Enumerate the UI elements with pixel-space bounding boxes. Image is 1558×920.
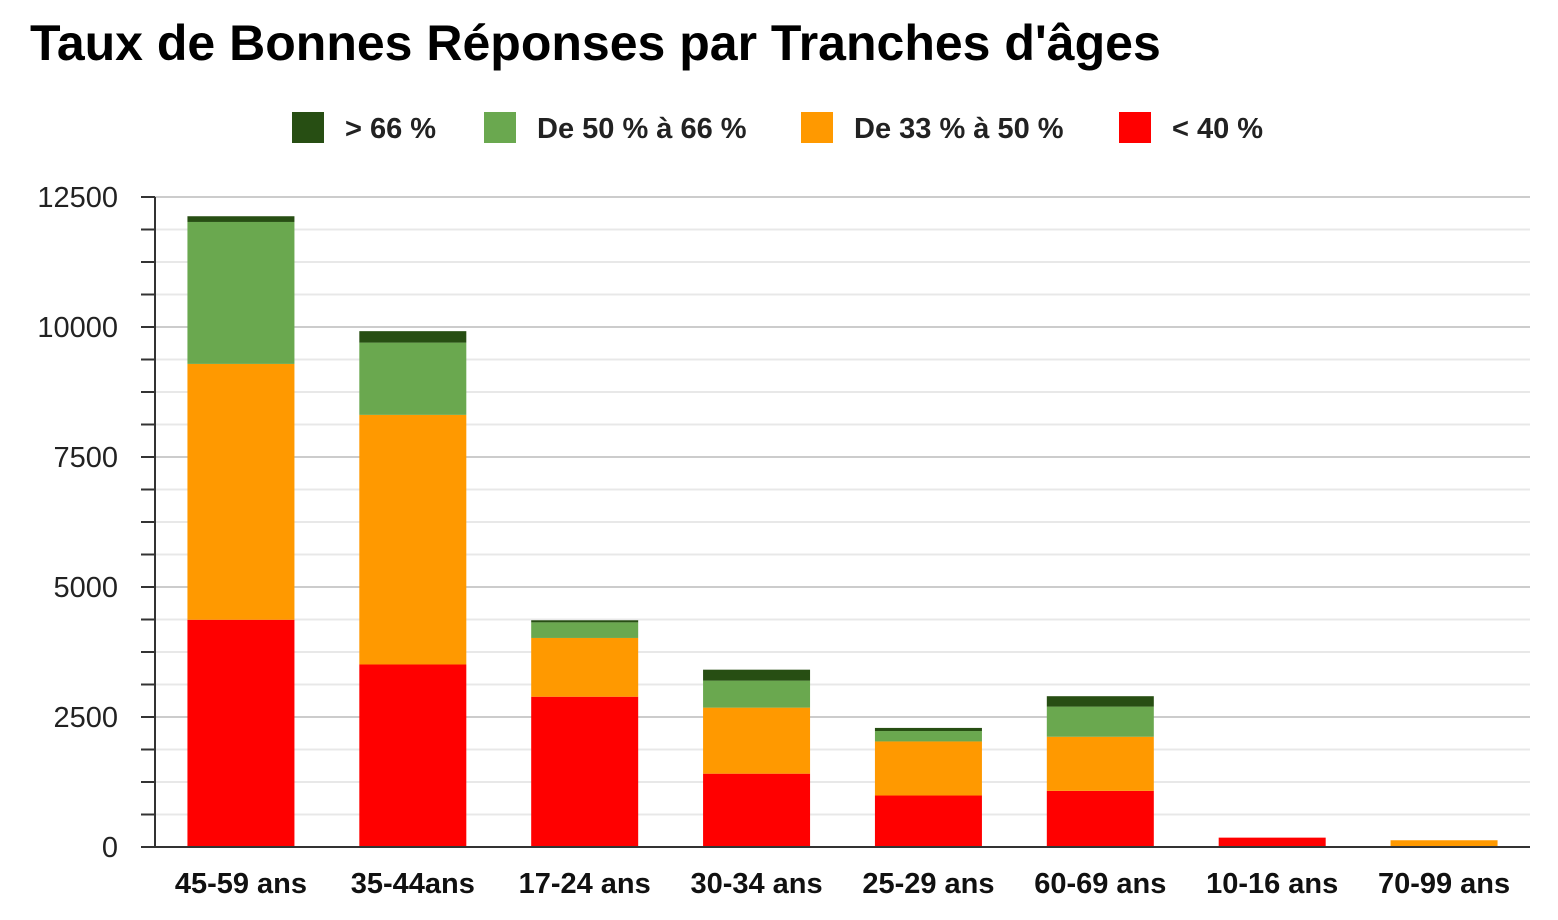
bar-segment[interactable] [359,414,467,665]
bar-segment[interactable] [703,669,811,681]
x-tick-label: 17-24 ans [519,868,651,900]
y-tick-label: 7500 [53,442,118,474]
bar-segment[interactable] [703,680,811,708]
bar-segment[interactable] [359,664,467,847]
bar-segment[interactable] [187,216,295,222]
bar-segment[interactable] [1218,837,1326,847]
bar-segment[interactable] [531,696,639,847]
bar-segment[interactable] [531,620,639,623]
bar-segment[interactable] [1390,840,1498,847]
bar-segment[interactable] [874,741,982,796]
bar-segment[interactable] [874,727,982,732]
y-tick-label: 0 [102,832,118,864]
x-tick-label: 10-16 ans [1206,868,1338,900]
legend-swatch[interactable] [484,112,516,143]
bar-segment[interactable] [359,342,467,415]
legend-label[interactable]: De 33 % à 50 % [854,113,1064,145]
bar-segment[interactable] [187,363,295,620]
bar-segment[interactable] [1046,790,1154,847]
bar-segment[interactable] [703,707,811,774]
bar-segment[interactable] [1046,706,1154,737]
legend-swatch[interactable] [801,112,833,143]
y-tick-label: 10000 [37,312,118,344]
bar-stacks [187,216,1498,847]
bar-segment[interactable] [874,795,982,847]
bar-segment[interactable] [187,619,295,847]
axes: 0 2500 5000 7500 10000 12500 45-59 ans 35-44ans… [37,182,1530,900]
bar-segment[interactable] [531,637,639,697]
y-tick-label: 2500 [53,702,118,734]
bar-segment[interactable] [359,331,467,343]
x-tick-label: 70-99 ans [1378,868,1510,900]
bar-segment[interactable] [874,731,982,742]
legend-label[interactable]: De 50 % à 66 % [537,113,747,145]
bar-segment[interactable] [703,773,811,847]
x-tick-label: 45-59 ans [175,868,307,900]
y-tick-label: 5000 [53,572,118,604]
bar-segment[interactable] [1046,696,1154,707]
x-tick-label: 60-69 ans [1034,868,1166,900]
legend: > 66 % De 50 % à 66 % De 33 % à 50 % < 40 % [292,112,1263,145]
x-tick-label: 25-29 ans [862,868,994,900]
legend-swatch[interactable] [1119,112,1151,143]
legend-label[interactable]: > 66 % [345,113,436,145]
chart-title: Taux de Bonnes Réponses par Tranches d'â… [30,15,1161,71]
x-tick-label: 35-44ans [351,868,475,900]
bar-segment[interactable] [531,622,639,638]
bar-segment[interactable] [1046,736,1154,791]
legend-swatch[interactable] [292,112,324,143]
x-tick-label: 30-34 ans [690,868,822,900]
legend-label[interactable]: < 40 % [1172,113,1263,145]
bar-segment[interactable] [187,221,295,364]
y-tick-label: 12500 [37,182,118,214]
